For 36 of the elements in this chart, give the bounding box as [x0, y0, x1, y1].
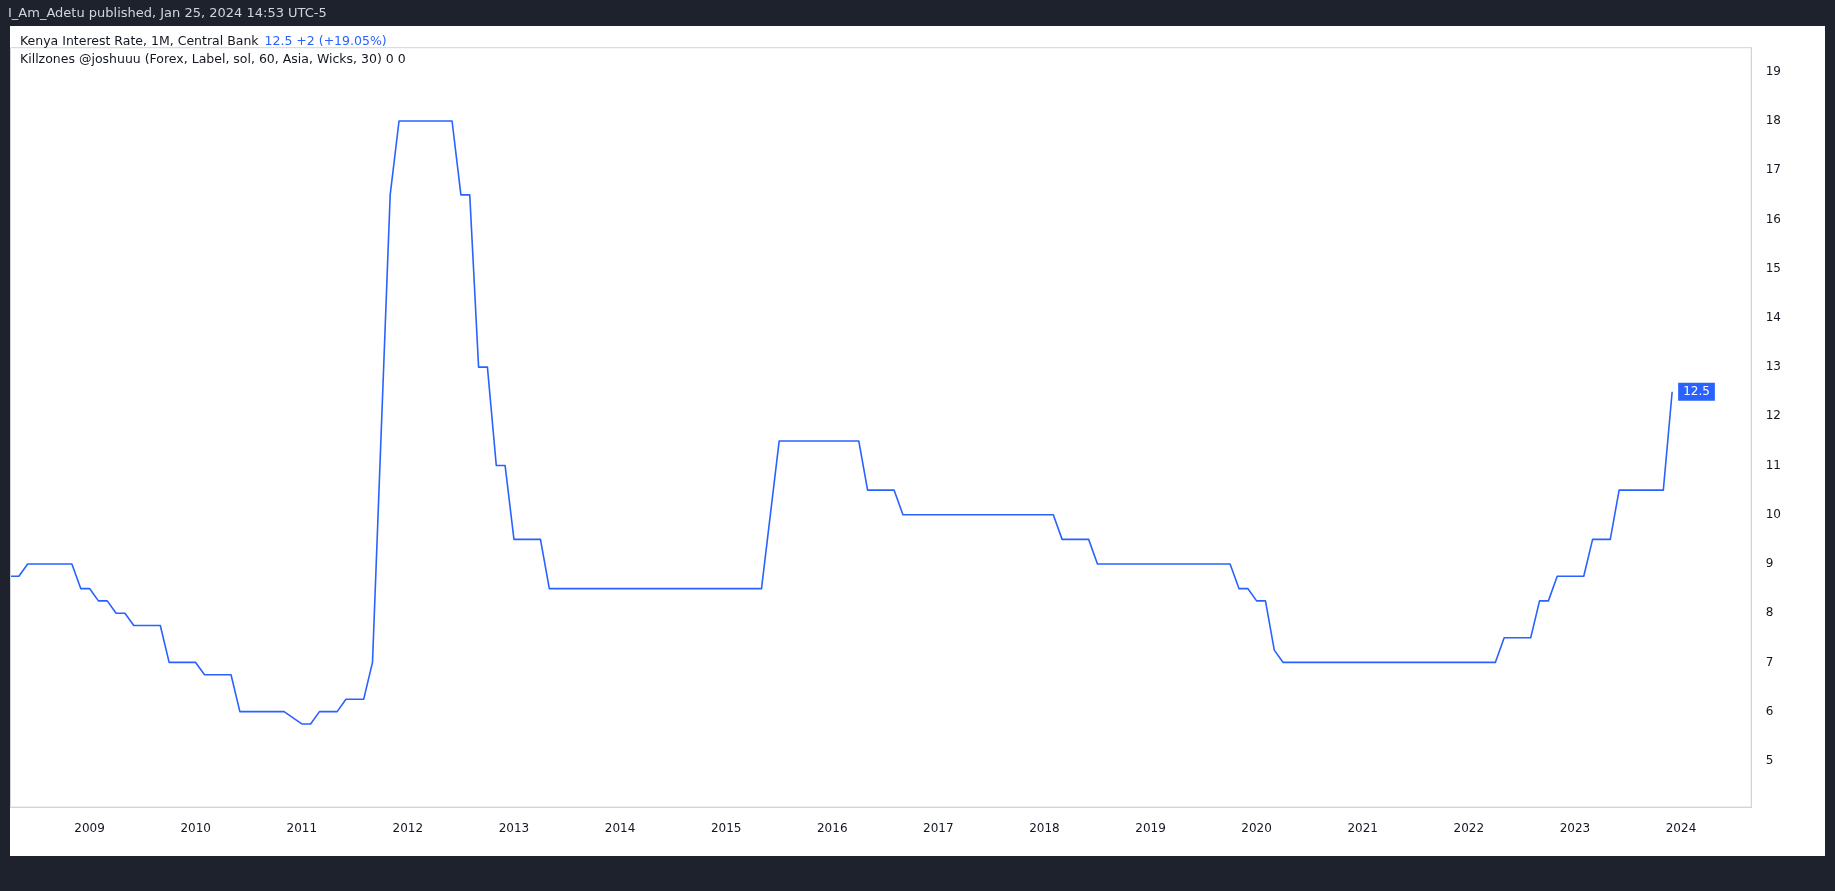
data-label: 12.5: [1683, 383, 1710, 398]
x-tick-label: 2020: [1241, 820, 1272, 835]
y-tick-label: 18: [1765, 113, 1782, 128]
text: I_Am_Adetu published, Jan 25, 2024 14:53 UTC-5: [8, 5, 327, 20]
x-tick-label: 2013: [498, 820, 530, 835]
x-tick-label: 2012: [392, 820, 424, 835]
x-tick-label: 2010: [180, 820, 211, 835]
annotation: Killzones @joshuuu (Forex, Label, sol, 60, Asia, Wicks, 30) 0 0: [20, 50, 406, 68]
x-tick-label: 2015: [710, 820, 742, 835]
y-tick-label: 7: [1765, 654, 1774, 669]
y-tick-label: 16: [1765, 211, 1782, 226]
y-tick-label: 15: [1765, 260, 1782, 275]
x-tick-label: 2009: [74, 820, 105, 835]
y-tick-label: 11: [1765, 457, 1782, 472]
y-tick-label: 14: [1765, 310, 1782, 325]
x-tick-label: 2023: [1559, 820, 1591, 835]
y-tick-label: 17: [1765, 162, 1782, 177]
x-tick-label: 2017: [923, 820, 954, 835]
x-tick-label: 2024: [1665, 820, 1697, 835]
chart-title: Kenya Interest Rate, 1M, Central Bank: [20, 33, 259, 48]
x-tick-label: 2014: [604, 820, 636, 835]
x-tick-label: 2021: [1347, 820, 1378, 835]
annotation: 12.5 +2 (+19.05%): [264, 33, 387, 48]
y-tick-label: 5: [1765, 752, 1774, 767]
y-tick-label: 10: [1765, 506, 1782, 521]
x-tick-label: 2011: [286, 820, 318, 835]
y-tick-label: 8: [1765, 605, 1774, 620]
x-tick-label: 2019: [1135, 820, 1166, 835]
y-tick-label: 9: [1765, 556, 1774, 571]
y-tick-label: 12: [1765, 408, 1782, 423]
x-tick-label: 2022: [1453, 820, 1485, 835]
y-tick-label: 13: [1765, 359, 1782, 374]
y-tick-label: 6: [1765, 703, 1774, 718]
x-tick-label: 2018: [1029, 820, 1060, 835]
y-tick-label: 19: [1765, 63, 1782, 78]
x-tick-label: 2016: [816, 820, 848, 835]
